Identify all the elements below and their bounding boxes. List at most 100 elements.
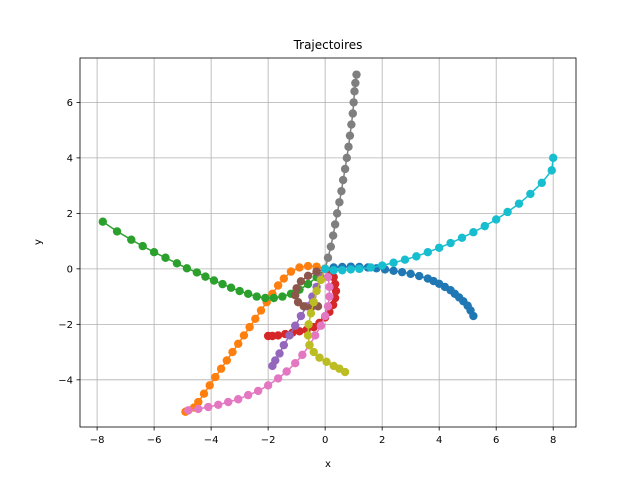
- trajectory-point: [279, 274, 289, 283]
- trajectory-point: [243, 289, 253, 299]
- trajectory-point: [415, 271, 424, 281]
- trajectory-point: [296, 311, 306, 321]
- trajectory-point: [199, 389, 209, 398]
- trajectory-point: [351, 78, 360, 88]
- trajectory-point: [366, 263, 375, 272]
- trajectory-point: [326, 242, 336, 251]
- trajectory-point: [226, 283, 236, 292]
- trajectory-point: [329, 266, 338, 275]
- trajectory-point: [547, 166, 556, 175]
- plot-area-frame: [79, 57, 577, 428]
- trajectory-point: [243, 390, 253, 400]
- chart-title: Trajectoires: [293, 38, 363, 52]
- trajectory-point: [273, 281, 283, 290]
- trajectory-point: [278, 292, 287, 301]
- trajectory-point: [279, 340, 289, 350]
- x-tick-label: −2: [261, 435, 276, 446]
- trajectory-point: [292, 284, 301, 293]
- trajectory-point: [303, 261, 313, 271]
- trajectory-point: [304, 320, 313, 329]
- x-tick-label: 2: [379, 435, 385, 446]
- trajectory-point: [234, 339, 243, 348]
- trajectory-point: [127, 235, 136, 244]
- trajectory-point: [298, 350, 307, 360]
- trajectory-series-6: [291, 264, 330, 312]
- trajectory-point: [325, 292, 334, 301]
- trajectory-point: [268, 361, 277, 371]
- trajectory-point: [245, 322, 254, 332]
- trajectory-point: [303, 279, 313, 289]
- trajectory-point: [239, 331, 249, 340]
- y-axis-label: y: [33, 239, 44, 245]
- trajectory-point: [323, 272, 333, 282]
- trajectory-point: [295, 263, 304, 272]
- trajectory-point: [355, 264, 364, 274]
- trajectory-point: [310, 331, 320, 340]
- trajectory-point: [457, 233, 467, 242]
- trajectory-point: [350, 87, 359, 96]
- trajectory-point: [184, 406, 193, 415]
- trajectory-point: [182, 264, 192, 273]
- trajectory-point: [234, 395, 243, 404]
- x-tick-label: 8: [550, 435, 556, 446]
- y-tick-label: 0: [67, 264, 73, 275]
- trajectory-point: [312, 267, 321, 276]
- trajectory-point: [389, 266, 398, 275]
- trajectory-point: [469, 311, 478, 321]
- trajectory-point: [347, 120, 356, 129]
- trajectory-point: [192, 268, 202, 277]
- trajectory-point: [194, 404, 203, 414]
- trajectory-point: [346, 265, 356, 274]
- trajectory-series-7: [184, 264, 334, 415]
- trajectory-point: [514, 199, 524, 208]
- trajectory-point: [309, 347, 318, 357]
- trajectory-point: [112, 227, 122, 236]
- trajectory-point: [256, 306, 266, 315]
- trajectory-point: [261, 293, 270, 303]
- trajectory-point: [330, 220, 340, 229]
- trajectory-point: [349, 98, 358, 107]
- trajectory-point: [332, 209, 342, 218]
- trajectory-series-8: [320, 70, 361, 274]
- x-tick-label: 0: [322, 435, 328, 446]
- trajectory-point: [291, 321, 300, 330]
- x-tick-label: −4: [204, 435, 219, 446]
- trajectory-line: [188, 268, 331, 412]
- x-tick-label: 4: [436, 435, 442, 446]
- x-tick-label: −6: [147, 435, 162, 446]
- trajectory-series-10: [320, 153, 558, 275]
- trajectory-point: [269, 293, 279, 303]
- trajectory-point: [316, 275, 326, 285]
- trajectory-point: [352, 70, 361, 79]
- trajectory-point: [323, 302, 333, 311]
- trajectory-point: [397, 267, 407, 277]
- trajectory-point: [322, 357, 331, 367]
- trajectory-point: [305, 340, 314, 350]
- y-tick-label: 6: [67, 98, 73, 109]
- trajectory-point: [320, 264, 330, 274]
- trajectory-point: [548, 153, 558, 163]
- trajectory-point: [325, 282, 334, 292]
- trajectory-point: [345, 131, 355, 140]
- trajectory-point: [323, 253, 333, 262]
- trajectory-point: [309, 297, 318, 307]
- trajectory-point: [251, 314, 260, 323]
- trajectory-point: [218, 279, 227, 289]
- trajectory-point: [299, 302, 308, 311]
- trajectory-point: [263, 381, 273, 390]
- trajectory-point: [342, 153, 352, 163]
- trajectory-point: [406, 269, 415, 279]
- trajectory-point: [291, 291, 300, 300]
- trajectory-point: [285, 331, 294, 340]
- trajectory-point: [235, 286, 244, 296]
- trajectory-point: [214, 400, 223, 410]
- trajectory-point: [446, 238, 455, 248]
- y-tick-label: −4: [58, 375, 73, 386]
- trajectory-point: [201, 272, 210, 281]
- y-tick-label: 4: [67, 153, 73, 164]
- trajectory-point: [303, 331, 313, 340]
- y-tick-label: 2: [67, 209, 73, 220]
- trajectory-point: [252, 292, 261, 301]
- trajectory-point: [340, 367, 350, 377]
- trajectory-point: [338, 266, 347, 275]
